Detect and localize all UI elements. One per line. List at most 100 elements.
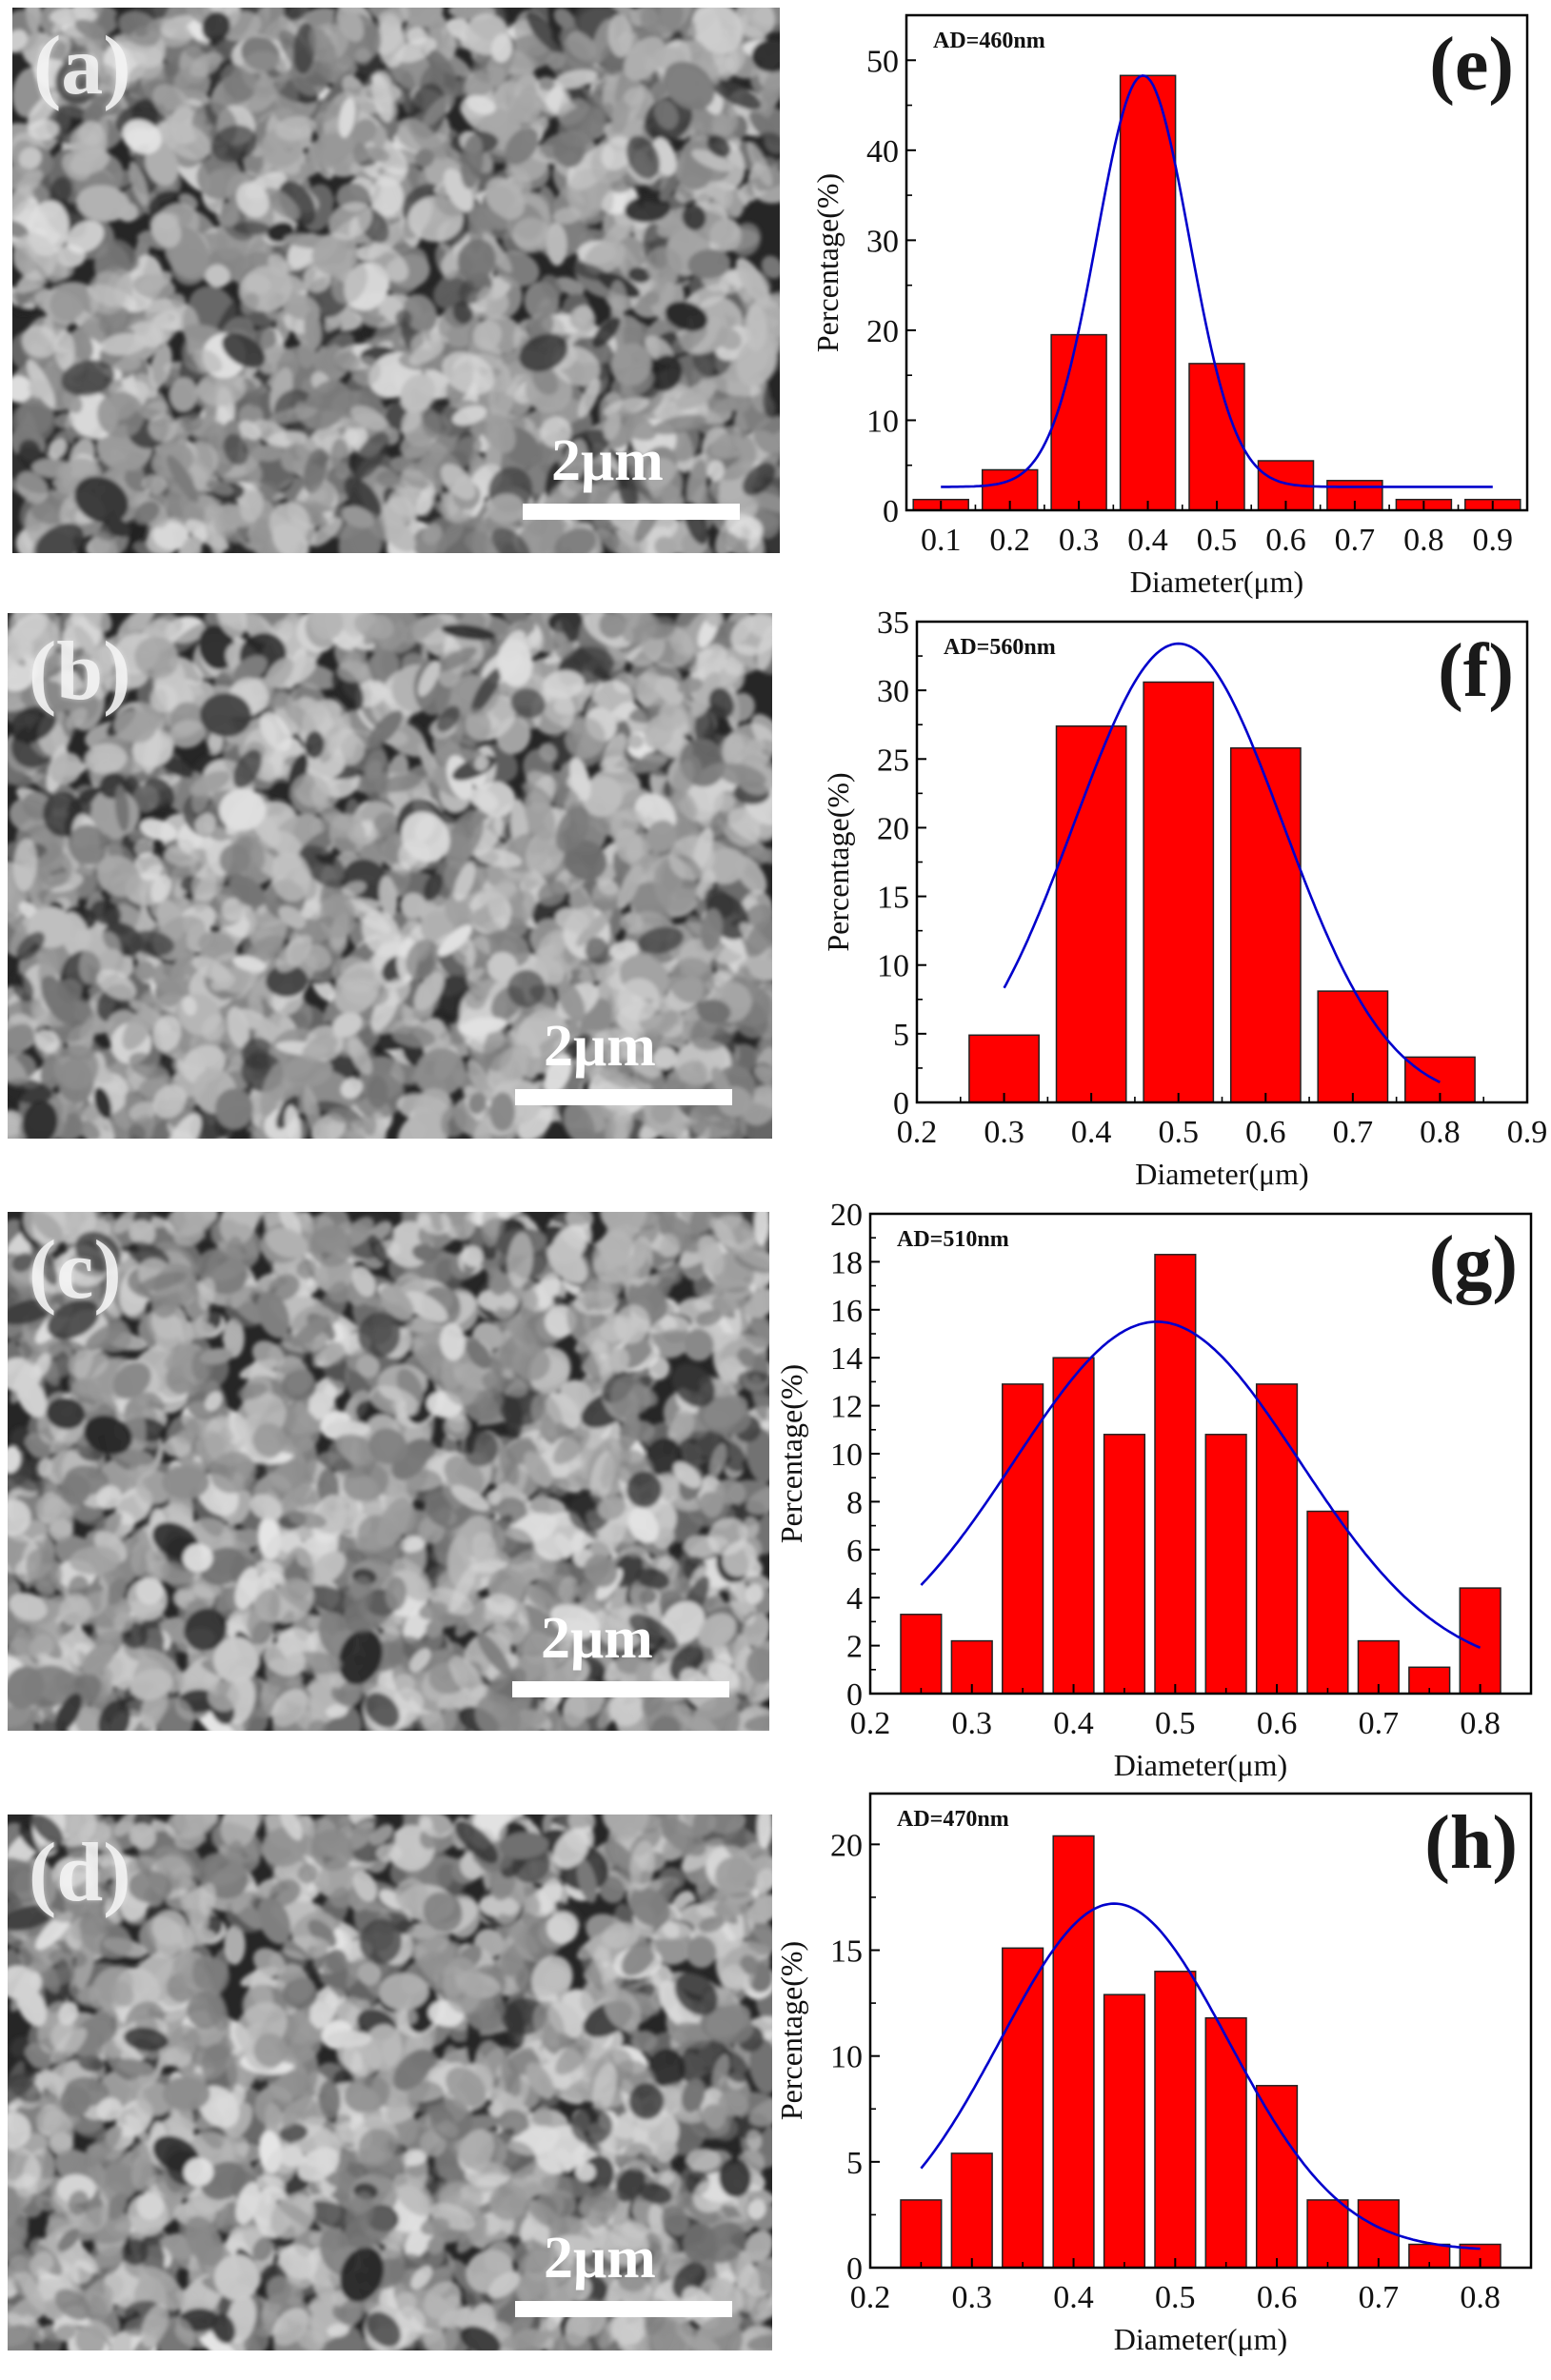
x-tick-label: 0.2 [989, 523, 1030, 558]
average-diameter-annotation: AD=460nm [933, 29, 1045, 53]
histogram-bar [900, 1614, 943, 1695]
histogram-bar [1306, 1510, 1349, 1695]
x-tick-label: 0.4 [1071, 1115, 1112, 1150]
histogram-bar [950, 2152, 993, 2269]
x-tick-label: 0.3 [952, 1706, 993, 1741]
x-tick-label: 0.5 [1155, 1706, 1196, 1741]
y-tick-label: 14 [830, 1341, 863, 1377]
panel-label: (g) [1429, 1221, 1518, 1305]
scale-bar [515, 2301, 732, 2317]
sem-image-c: (c) 2μm [8, 1212, 769, 1731]
sem-texture [8, 613, 772, 1139]
panel-label-c: (c) [29, 1224, 122, 1317]
y-tick-label: 10 [830, 2040, 863, 2075]
histogram-bar [1459, 1587, 1501, 1695]
histogram-bar [1055, 724, 1127, 1103]
y-tick-label: 40 [866, 134, 899, 169]
y-tick-label: 0 [846, 1677, 863, 1713]
histogram-f: 0 5 10 15 20 25 30 35 0.2 0.3 0.4 0.5 0.6 0.7 0.8 0.9 Di… [807, 605, 1547, 1198]
histogram-bar [1229, 746, 1302, 1103]
x-tick-label: 0.8 [1403, 523, 1444, 558]
sem-image-a: (a) 2μm [12, 8, 780, 553]
chart-svg: 0 10 20 30 40 50 0.1 0.2 0.3 0.4 0.5 0.6 0.7 0.8 0.9 Di… [810, 13, 1529, 599]
panel-label: (h) [1424, 1801, 1518, 1885]
y-tick-label: 4 [846, 1581, 863, 1616]
chart-svg: 0 5 10 15 20 0.2 0.3 0.4 0.5 0.6 0.7 0.8 Diameter(μm… [774, 1792, 1533, 2356]
bars [968, 681, 1476, 1103]
average-diameter-annotation: AD=510nm [897, 1227, 1009, 1252]
histogram-bar [968, 1034, 1040, 1103]
average-diameter-annotation: AD=470nm [897, 1807, 1009, 1832]
sem-texture [12, 8, 780, 553]
x-tick-label: 0.1 [921, 523, 962, 558]
x-tick-label: 0.4 [1127, 523, 1168, 558]
scale-bar-label: 2μm [541, 1606, 653, 1671]
x-axis-title: Diameter(μm) [1135, 1157, 1308, 1191]
histogram-bar [1204, 2016, 1247, 2269]
scale-bar [515, 1089, 732, 1105]
x-tick-label: 0.2 [897, 1115, 938, 1150]
histogram-bar [1154, 1971, 1197, 2269]
histogram-bar [1119, 74, 1177, 511]
y-axis-title: Percentage(%) [774, 1941, 808, 2120]
bars [900, 1835, 1501, 2269]
x-axis-title: Diameter(μm) [1114, 2322, 1287, 2356]
histogram-bar [1050, 333, 1107, 511]
y-axis-title: Percentage(%) [821, 772, 855, 951]
x-tick-label: 0.9 [1507, 1115, 1548, 1150]
y-tick-label: 50 [866, 44, 899, 79]
gaussian-fit-curve [941, 74, 1493, 488]
sem-texture [8, 1212, 769, 1731]
y-tick-label: 2 [846, 1630, 863, 1665]
x-tick-label: 0.8 [1460, 2280, 1501, 2315]
x-tick-label: 0.4 [1053, 1706, 1094, 1741]
y-tick-label: 10 [830, 1438, 863, 1473]
panel-label: (e) [1429, 23, 1514, 107]
x-tick-label: 0.8 [1420, 1115, 1461, 1150]
scale-bar-label: 2μm [544, 1014, 656, 1079]
x-tick-label: 0.6 [1265, 523, 1306, 558]
x-tick-label: 0.7 [1333, 1115, 1374, 1150]
histogram-bar [900, 2199, 943, 2269]
y-tick-label: 8 [846, 1485, 863, 1520]
x-tick-label: 0.6 [1257, 2280, 1298, 2315]
x-tick-label: 0.5 [1197, 523, 1238, 558]
histogram-bar [1002, 1383, 1044, 1695]
y-tick-label: 0 [883, 494, 899, 529]
y-tick-label: 20 [866, 314, 899, 349]
x-tick-label: 0.4 [1053, 2280, 1094, 2315]
panel-label-d: (d) [29, 1827, 131, 1919]
sem-image-d: (d) 2μm [8, 1815, 772, 2350]
y-tick-label: 5 [893, 1018, 909, 1053]
y-tick-label: 20 [830, 1198, 863, 1233]
y-tick-label: 10 [866, 404, 899, 439]
histogram-g: 0 2 4 6 8 10 12 14 16 18 20 0.2 0.3 0.4 0.5 0.6 0.7 0.8 Di… [761, 1198, 1541, 1789]
x-tick-label: 0.2 [850, 1706, 891, 1741]
y-tick-label: 20 [830, 1828, 863, 1863]
bars [900, 1254, 1501, 1695]
scale-bar [523, 504, 740, 520]
y-tick-label: 35 [877, 605, 909, 641]
x-tick-label: 0.2 [850, 2280, 891, 2315]
histogram-bar [1317, 990, 1389, 1103]
x-axis-title: Diameter(μm) [1130, 565, 1303, 599]
histogram-e: 0 10 20 30 40 50 0.1 0.2 0.3 0.4 0.5 0.6 0.7 0.8 0.9 Di… [797, 10, 1537, 605]
histogram-h: 0 5 10 15 20 0.2 0.3 0.4 0.5 0.6 0.7 0.8 Diameter(μm… [761, 1789, 1541, 2363]
histogram-bar [1306, 2199, 1349, 2269]
gaussian-fit-curve [920, 1902, 1481, 2251]
y-tick-label: 15 [830, 1934, 863, 1970]
x-tick-label: 0.8 [1460, 1706, 1501, 1741]
x-tick-label: 0.3 [984, 1115, 1024, 1150]
histogram-bar [1204, 1434, 1247, 1695]
y-tick-label: 30 [877, 674, 909, 709]
histogram-bar [1255, 1383, 1299, 1695]
y-tick-label: 15 [877, 881, 909, 916]
x-tick-label: 0.6 [1245, 1115, 1286, 1150]
panel-label: (f) [1438, 629, 1514, 713]
histogram-bar [1052, 1835, 1095, 2269]
y-axis-title: Percentage(%) [810, 173, 845, 352]
scale-bar-label: 2μm [544, 2226, 656, 2291]
plot-frame [868, 1792, 1533, 2270]
chart-svg: 0 5 10 15 20 25 30 35 0.2 0.3 0.4 0.5 0.6 0.7 0.8 0.9 Di… [821, 605, 1547, 1191]
x-tick-label: 0.5 [1155, 2280, 1196, 2315]
